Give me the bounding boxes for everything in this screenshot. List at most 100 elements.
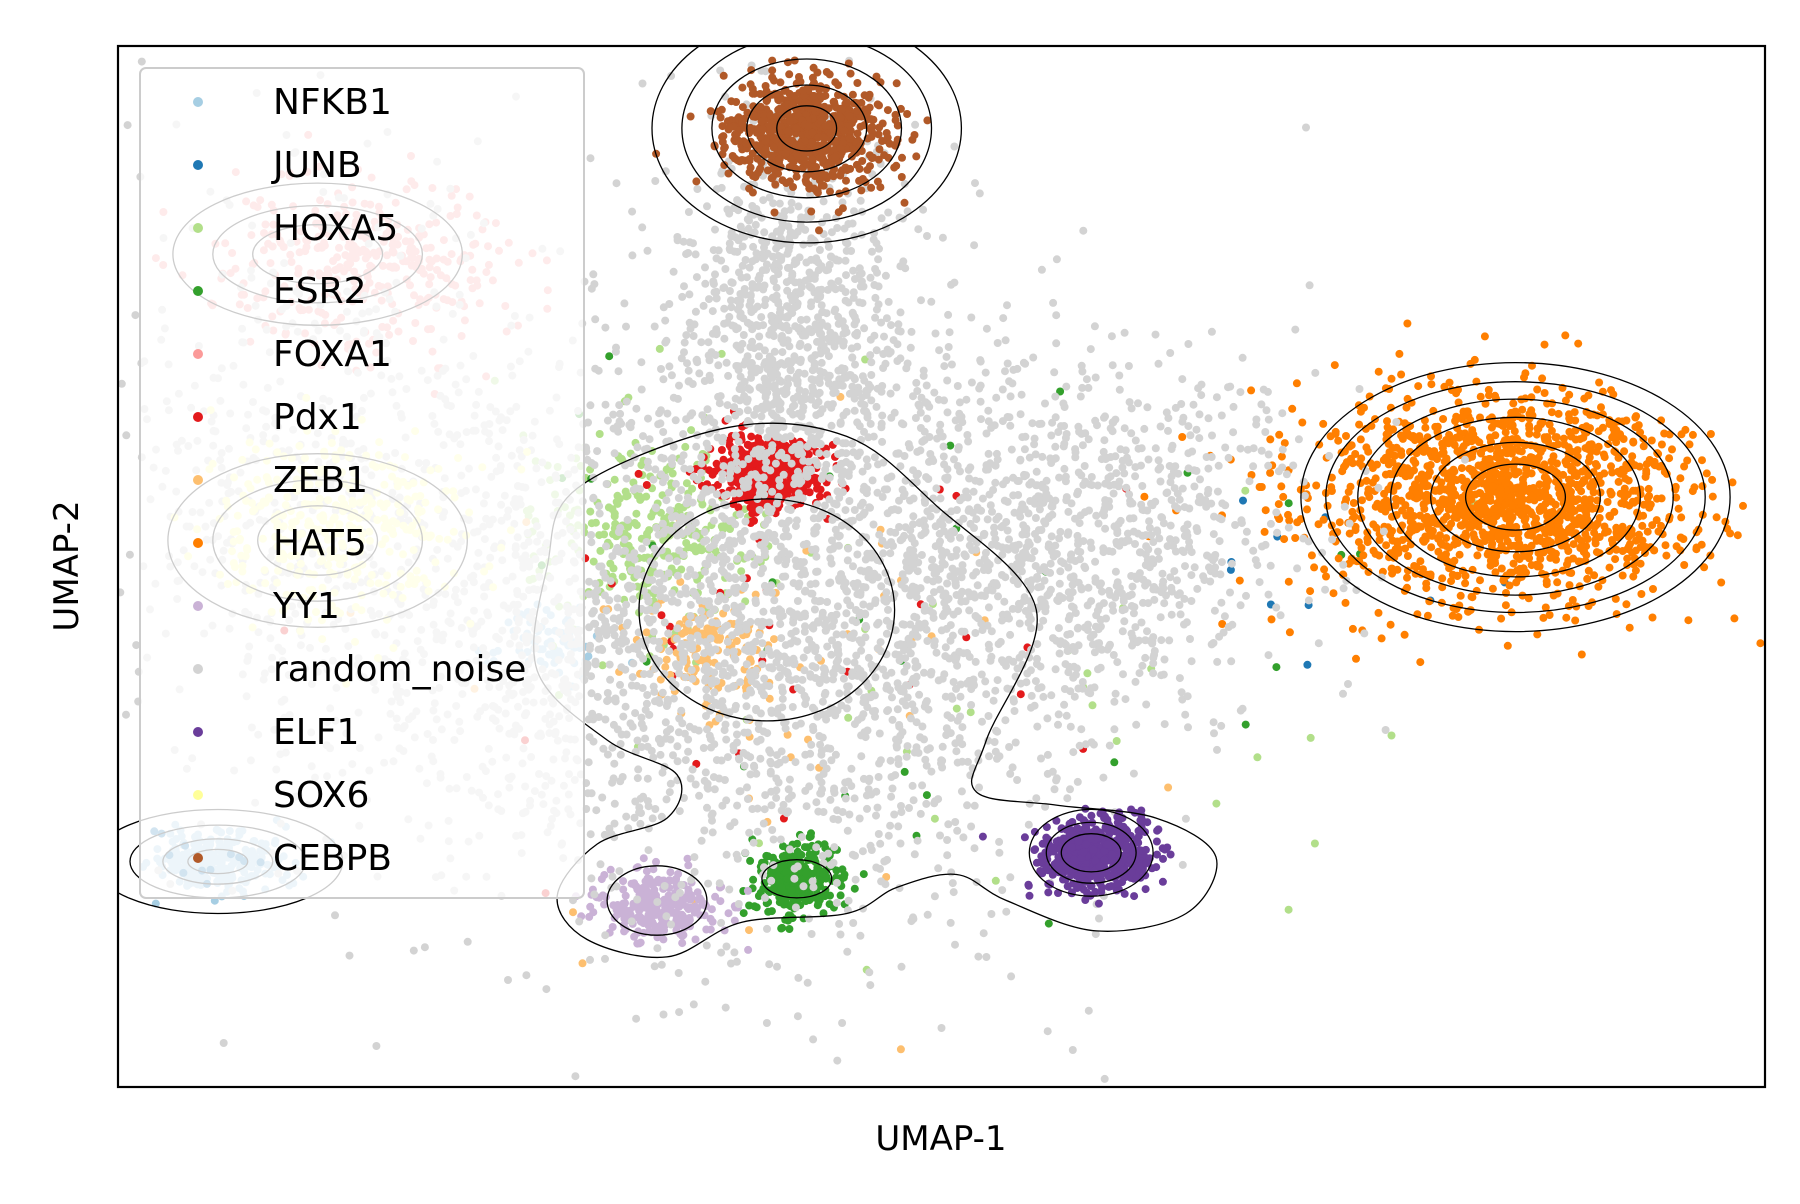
data-point <box>1554 409 1563 418</box>
data-point <box>691 531 700 540</box>
data-point <box>1641 543 1650 551</box>
data-point <box>745 926 753 935</box>
data-point <box>974 952 983 961</box>
data-point <box>765 960 774 969</box>
data-point <box>1285 516 1294 525</box>
data-point <box>1406 469 1415 478</box>
data-point <box>766 767 775 776</box>
data-point <box>1502 589 1510 597</box>
data-point <box>947 868 956 877</box>
data-point <box>720 926 729 935</box>
data-point <box>1302 123 1310 132</box>
data-point <box>875 729 884 738</box>
data-point <box>765 682 774 691</box>
data-point <box>1680 561 1689 569</box>
data-point <box>832 898 841 907</box>
data-point <box>677 486 686 495</box>
data-point <box>708 816 716 825</box>
data-point <box>887 792 896 801</box>
data-point <box>1291 534 1300 542</box>
data-point <box>1632 536 1640 545</box>
data-point <box>1062 711 1071 720</box>
data-point <box>1298 418 1307 427</box>
data-point <box>1629 438 1638 447</box>
data-point <box>756 438 765 447</box>
data-point <box>1006 873 1015 882</box>
data-point <box>1503 537 1512 546</box>
data-point <box>647 512 656 521</box>
data-point <box>1457 464 1466 473</box>
data-point <box>1280 439 1289 448</box>
data-point <box>644 414 652 423</box>
data-point <box>1505 581 1514 590</box>
data-point <box>1348 624 1357 633</box>
data-point <box>802 869 810 878</box>
data-point <box>1255 483 1264 491</box>
data-point <box>872 811 880 820</box>
data-point <box>946 441 955 450</box>
data-point <box>1405 432 1414 440</box>
data-point <box>1583 574 1592 583</box>
data-point <box>969 487 978 496</box>
data-point <box>1027 691 1036 700</box>
data-point <box>1439 415 1448 423</box>
data-point <box>692 442 701 451</box>
data-point <box>1684 616 1693 625</box>
data-point <box>1306 587 1315 596</box>
data-point <box>716 633 725 642</box>
data-point <box>1284 577 1293 586</box>
data-point <box>979 929 988 938</box>
data-point <box>606 577 615 586</box>
data-point <box>920 668 928 677</box>
data-point <box>818 697 827 706</box>
data-point <box>1400 630 1409 639</box>
data-point <box>858 847 867 856</box>
data-point <box>1424 492 1433 501</box>
data-point <box>684 894 693 903</box>
data-point <box>823 598 832 606</box>
data-point <box>733 554 742 563</box>
data-point <box>1520 551 1529 560</box>
data-point <box>1661 541 1670 550</box>
data-point <box>1638 521 1647 530</box>
data-point <box>1643 493 1652 502</box>
data-point <box>1514 534 1523 543</box>
data-point <box>604 503 613 512</box>
data-point <box>1420 537 1429 546</box>
data-point <box>909 512 918 521</box>
data-point <box>1690 483 1699 492</box>
data-point <box>812 843 821 852</box>
data-point <box>681 442 690 451</box>
data-point <box>1274 500 1283 509</box>
data-point <box>678 911 687 920</box>
data-point <box>849 919 858 927</box>
data-point <box>912 378 921 387</box>
data-point <box>1524 594 1533 603</box>
data-point <box>1681 425 1690 434</box>
data-point <box>749 875 758 884</box>
data-point <box>1006 421 1015 430</box>
data-point <box>1547 457 1556 466</box>
data-point <box>1261 506 1270 515</box>
data-point <box>633 895 642 904</box>
data-point <box>696 582 705 590</box>
data-point <box>777 883 786 892</box>
data-point <box>913 836 922 845</box>
data-point <box>1427 380 1436 389</box>
data-point <box>973 581 982 590</box>
data-point <box>1629 572 1638 581</box>
data-point <box>1547 426 1556 435</box>
data-point <box>989 696 998 705</box>
data-point <box>1574 495 1582 504</box>
data-point <box>709 587 717 595</box>
data-point <box>746 617 755 626</box>
data-point <box>1110 697 1119 706</box>
data-point <box>839 873 848 882</box>
data-point <box>808 869 817 878</box>
data-point <box>992 393 1001 402</box>
data-point <box>930 799 939 808</box>
data-point <box>1685 440 1694 449</box>
data-point <box>638 544 647 553</box>
data-point <box>1532 430 1541 439</box>
data-point <box>1622 416 1631 425</box>
